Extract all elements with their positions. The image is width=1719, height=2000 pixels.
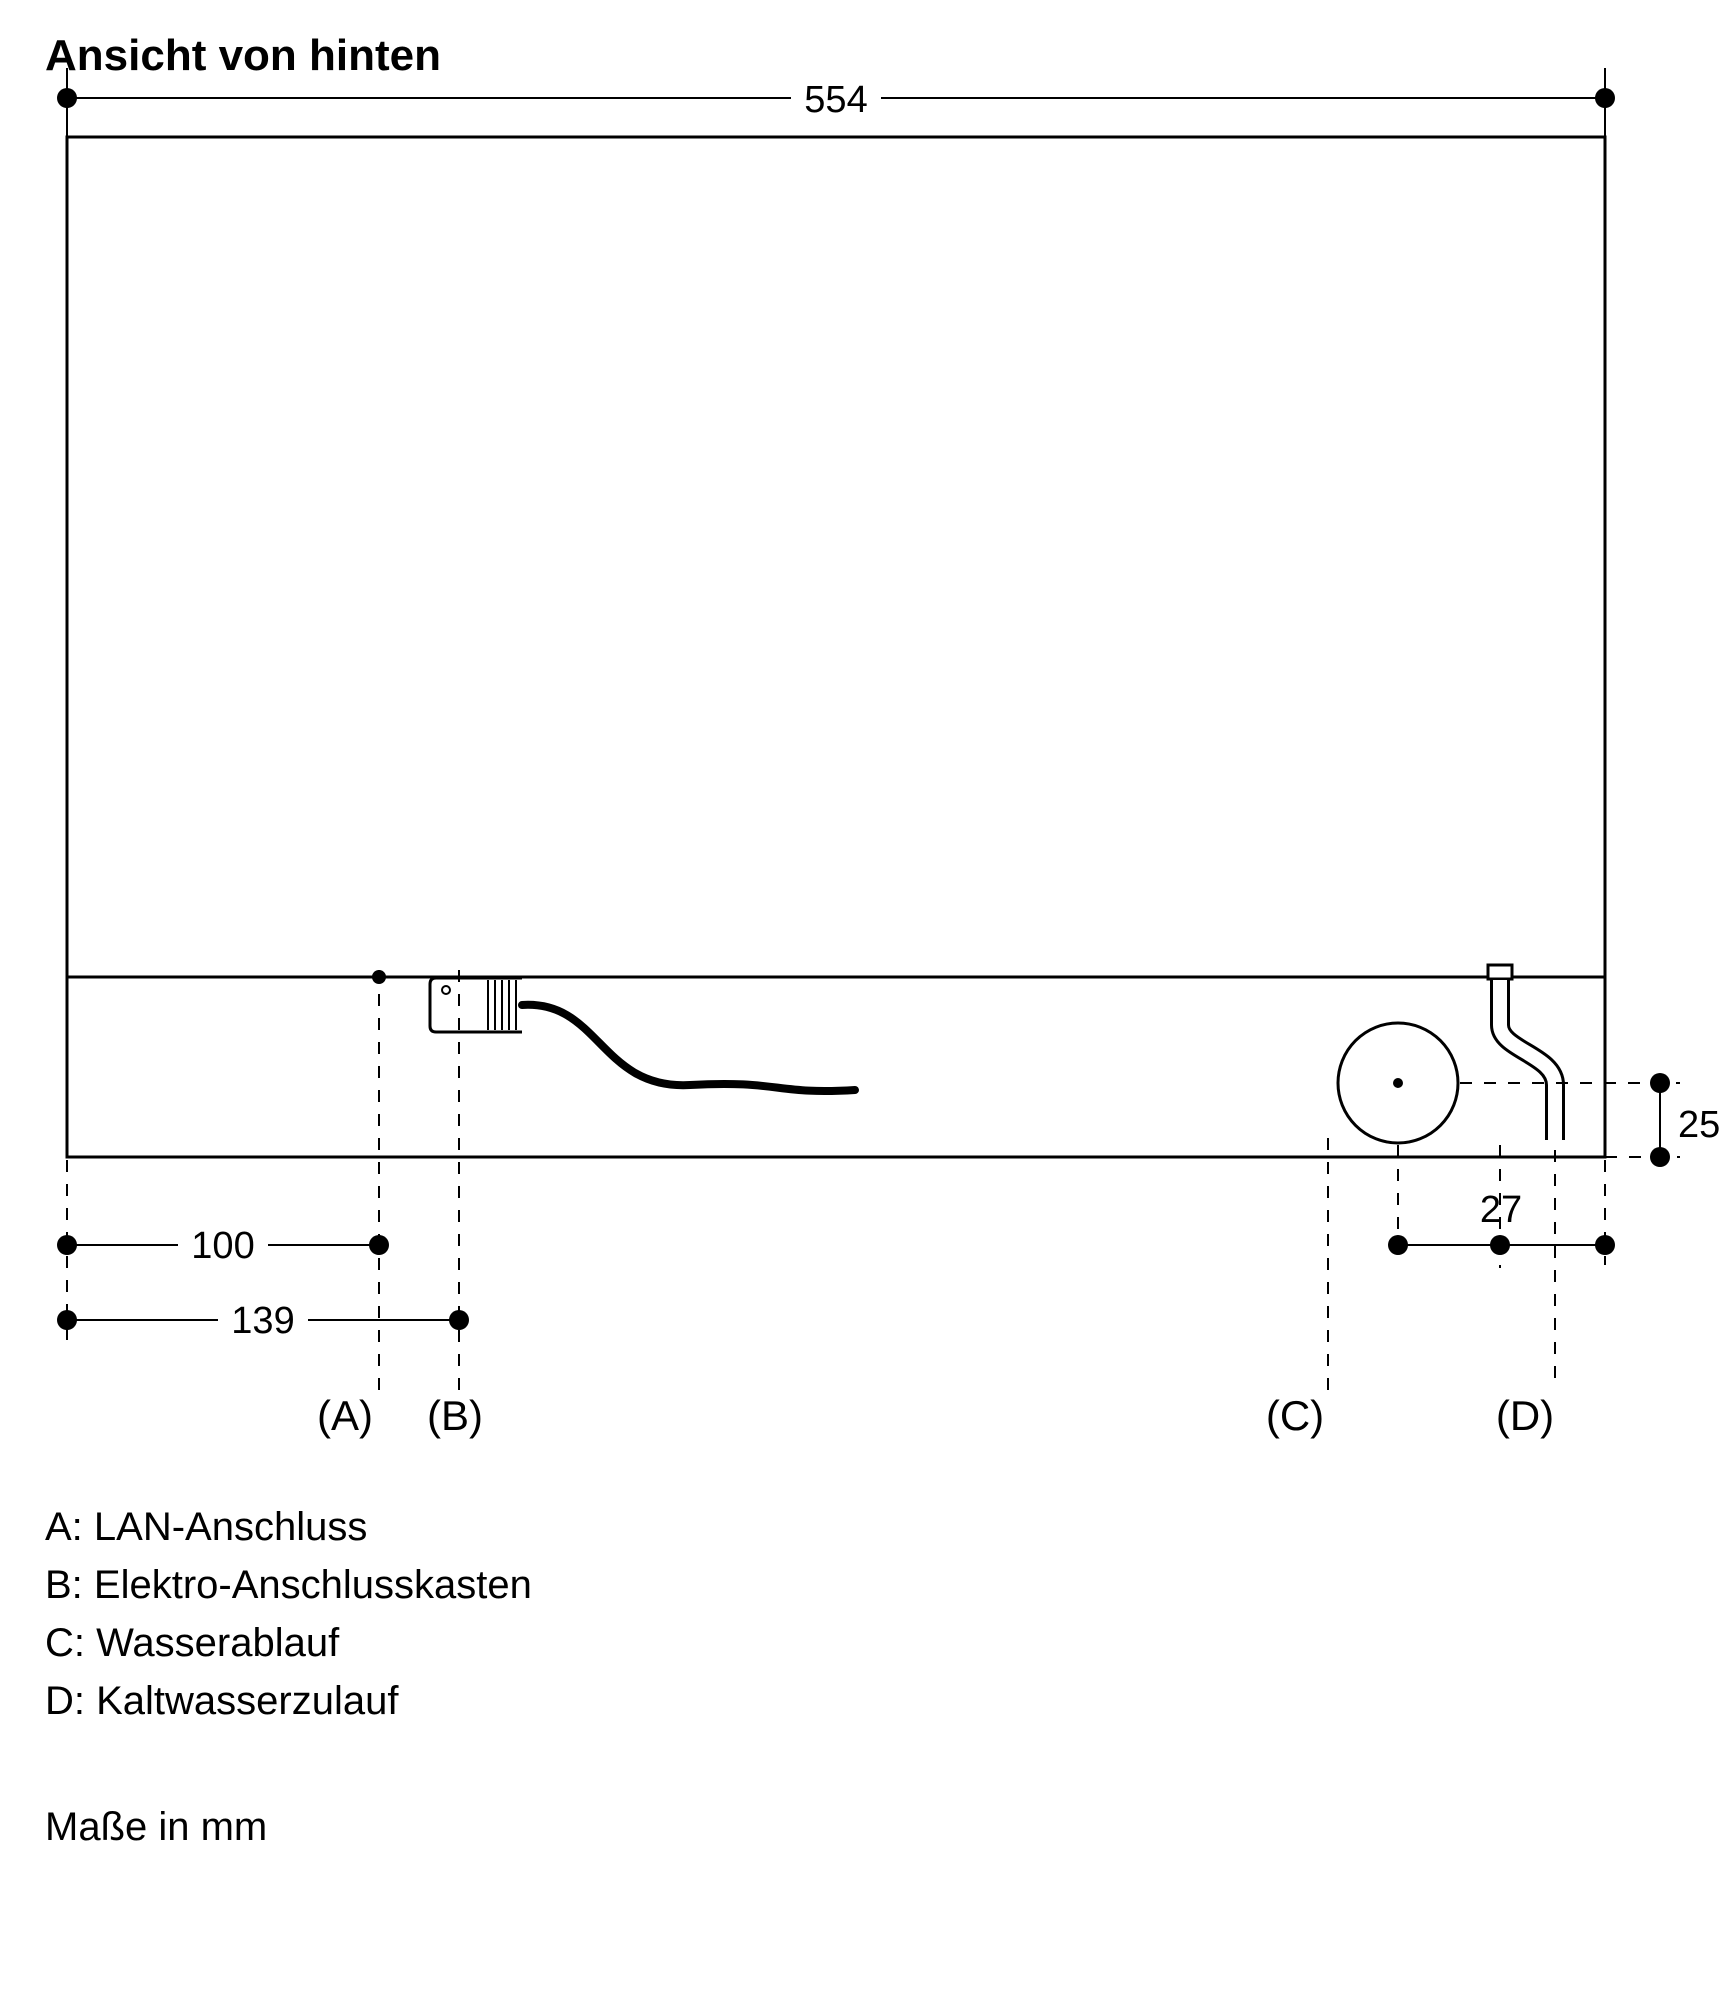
diagram-title: Ansicht von hinten: [45, 31, 441, 80]
dim-100: 100: [191, 1225, 254, 1267]
dim-139: 139: [231, 1300, 294, 1342]
callout-c: (C): [1266, 1392, 1324, 1439]
dim-25: 25: [1678, 1104, 1719, 1146]
dim-27: 27: [1480, 1189, 1522, 1231]
callout-b: (B): [427, 1392, 483, 1439]
legend-item: C: Wasserablauf: [45, 1621, 340, 1665]
callout-a: (A): [317, 1392, 373, 1439]
inlet-collar: [1488, 965, 1512, 979]
appliance-body: [67, 137, 1605, 977]
electrical-plug-icon: [430, 978, 522, 1032]
legend-item: D: Kaltwasserzulauf: [45, 1679, 399, 1723]
legend-footer: Maße in mm: [45, 1805, 267, 1849]
dim-width-554: 554: [804, 79, 867, 121]
power-cable-icon: [522, 1005, 855, 1091]
callout-d: (D): [1496, 1392, 1554, 1439]
legend-item: A: LAN-Anschluss: [45, 1505, 367, 1549]
legend-item: B: Elektro-Anschlusskasten: [45, 1563, 532, 1607]
